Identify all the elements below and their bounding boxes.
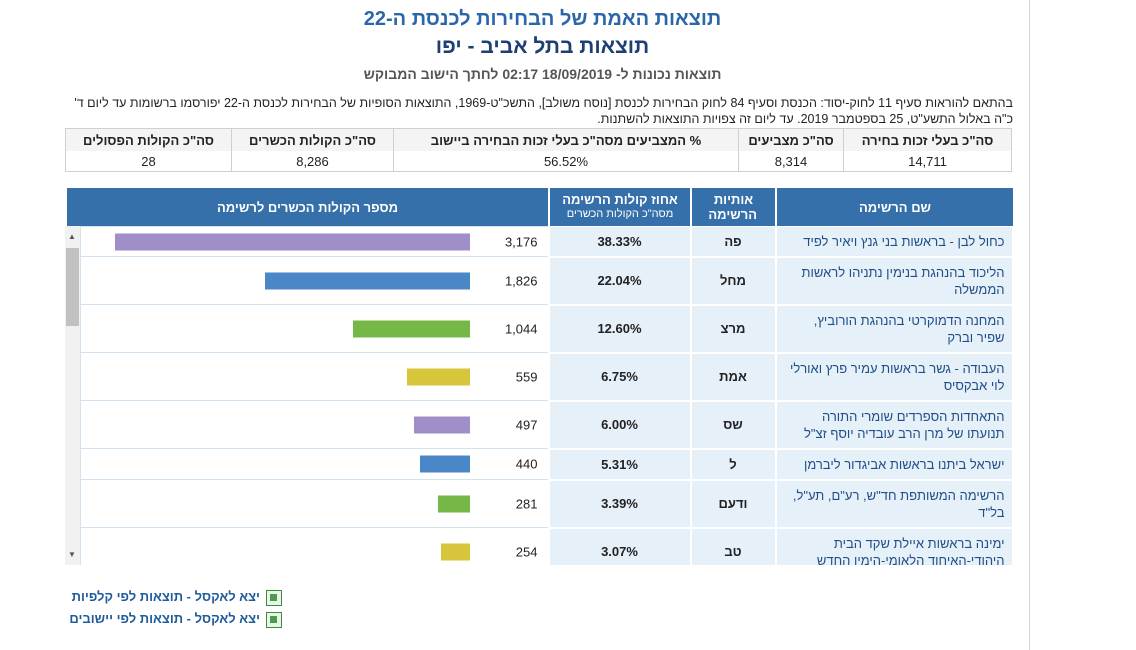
votes-cell: 1,826 xyxy=(80,256,549,305)
scrollbar-thumb[interactable] xyxy=(66,248,79,326)
votes-bar xyxy=(438,495,470,512)
list-letters: שס xyxy=(689,400,776,450)
votes-label: 3,176 xyxy=(504,234,538,249)
list-percent: 6.75% xyxy=(547,352,691,402)
list-name: המחנה הדמוקרטי בהנהגת הורוביץ, שפיר וברק xyxy=(774,304,1012,354)
votes-bar xyxy=(420,455,470,473)
scroll-down[interactable]: ▼ xyxy=(68,550,76,559)
list-name: הליכוד בהנהגת בנימין נתניהו לראשות הממשל… xyxy=(774,256,1012,306)
list-percent: 12.60% xyxy=(547,304,691,354)
results-body[interactable]: כחול לבן - בראשות בני גנץ ויאיר לפיד פה 38… xyxy=(80,226,1012,565)
votes-bar xyxy=(352,320,470,337)
list-letters: אמת xyxy=(689,352,776,402)
results-header: שם הרשימה אותיות הרשימה אחוז קולות הרשימ… xyxy=(65,188,1013,226)
summary-value: 28 xyxy=(65,151,232,172)
list-name: העבודה - גשר בראשות עמיר פרץ ואורלי לוי … xyxy=(774,352,1012,402)
summary-header: סה"כ הקולות הפסולים xyxy=(65,128,232,151)
votes-cell: 1,044 xyxy=(80,304,549,353)
list-name: כחול לבן - בראשות בני גנץ ויאיר לפיד xyxy=(774,226,1012,258)
header-percent-main: אחוז קולות הרשימה xyxy=(562,192,678,207)
excel-icon xyxy=(266,589,282,606)
votes-cell: 497 xyxy=(80,400,549,449)
votes-bar xyxy=(441,543,470,560)
header: תוצאות האמת של הבחירות לכנסת ה-22 תוצאות… xyxy=(55,6,1030,87)
list-percent: 38.33% xyxy=(547,226,691,258)
summary-value: 8,286 xyxy=(231,151,394,172)
votes-label: 281 xyxy=(515,496,538,511)
list-percent: 5.31% xyxy=(547,448,691,481)
votes-cell: 3,176 xyxy=(80,226,549,257)
list-name: ישראל ביתנו בראשות אביגדור ליברמן xyxy=(774,448,1012,481)
votes-label: 559 xyxy=(515,369,538,384)
result-row: התאחדות הספרדים שומרי התורה תנועתו של מר… xyxy=(80,400,1012,450)
votes-bar xyxy=(114,233,470,250)
summary-header: סה"כ מצביעים xyxy=(738,128,844,151)
header-name: שם הרשימה xyxy=(775,188,1013,226)
frame-line xyxy=(1029,0,1030,650)
summary-header: סה"כ בעלי זכות בחירה xyxy=(843,128,1012,151)
header-percent: אחוז קולות הרשימה מסה"כ הקולות הכשרים xyxy=(548,188,691,226)
list-percent: 6.00% xyxy=(547,400,691,450)
list-letters: טב xyxy=(689,527,776,565)
list-percent: 3.07% xyxy=(547,527,691,565)
votes-label: 1,044 xyxy=(504,321,538,336)
votes-bar xyxy=(413,416,470,433)
votes-label: 497 xyxy=(515,417,538,432)
votes-label: 254 xyxy=(515,544,538,559)
link-text[interactable]: יצא לאקסל - תוצאות לפי יישובים xyxy=(69,611,260,626)
list-letters: מחל xyxy=(689,256,776,306)
votes-cell: 281 xyxy=(80,479,549,528)
votes-bar xyxy=(265,272,470,289)
list-letters: פה xyxy=(689,226,776,258)
result-row: ישראל ביתנו בראשות אביגדור ליברמן ל 5.31% 4… xyxy=(80,448,1012,481)
list-letters: ל xyxy=(689,448,776,481)
excel-link[interactable]: יצא לאקסל - תוצאות לפי קלפיות xyxy=(66,589,282,606)
summary-table: סה"כ בעלי זכות בחירה סה"כ מצביעים% המצביע… xyxy=(65,128,1012,172)
list-name: הרשימה המשותפת חד"ש, רע"ם, תע"ל, בל"ד xyxy=(774,479,1012,529)
votes-bar xyxy=(407,368,470,385)
list-name: ימינה בראשות איילת שקד הבית היהודי-האיחו… xyxy=(774,527,1012,565)
result-row: כחול לבן - בראשות בני גנץ ויאיר לפיד פה 38… xyxy=(80,226,1012,258)
votes-cell: 440 xyxy=(80,448,549,480)
header-letters: אותיות הרשימה xyxy=(690,188,776,226)
votes-cell: 559 xyxy=(80,352,549,401)
link-text[interactable]: יצא לאקסל - תוצאות לפי קלפיות xyxy=(71,589,260,604)
note: בהתאם להוראות סעיף 11 לחוק-יסוד: הכנסת ו… xyxy=(74,96,1013,126)
summary-value: 14,711 xyxy=(843,151,1012,172)
excel-link[interactable]: יצא לאקסל - תוצאות לפי יישובים xyxy=(66,611,282,628)
header-votes: מספר הקולות הכשרים לרשימה xyxy=(65,188,549,226)
updated: תוצאות נכונות ל- 18/09/2019 02:17 לחתך ה… xyxy=(363,66,722,82)
summary-value: 56.52% xyxy=(393,151,739,172)
scroll-up[interactable]: ▲ xyxy=(68,232,76,241)
votes-cell: 254 xyxy=(80,527,549,565)
list-letters: מרצ xyxy=(689,304,776,354)
excel-icon xyxy=(266,611,282,628)
votes-label: 440 xyxy=(515,456,538,472)
summary-header: % המצביעים מסה"כ בעלי זכות הבחירה ביישוב xyxy=(393,128,739,151)
header-percent-sub: מסה"כ הקולות הכשרים xyxy=(566,208,674,220)
subtitle: תוצאות בתל אביב - יפו xyxy=(435,35,650,58)
summary-value: 8,314 xyxy=(738,151,844,172)
result-row: הליכוד בהנהגת בנימין נתניהו לראשות הממשל… xyxy=(80,256,1012,306)
list-letters: ודעם xyxy=(689,479,776,529)
result-row: ימינה בראשות איילת שקד הבית היהודי-האיחו… xyxy=(80,527,1012,565)
list-percent: 22.04% xyxy=(547,256,691,306)
list-percent: 3.39% xyxy=(547,479,691,529)
votes-label: 1,826 xyxy=(504,273,538,288)
results-table: כחול לבן - בראשות בני גנץ ויאיר לפיד פה 38… xyxy=(80,226,1012,565)
result-row: המחנה הדמוקרטי בהנהגת הורוביץ, שפיר וברק… xyxy=(80,304,1012,354)
title: תוצאות האמת של הבחירות לכנסת ה-22 xyxy=(363,8,722,30)
summary-value-row: 14,711 8,314 56.52% 8,286 28 xyxy=(65,151,1012,172)
result-row: הרשימה המשותפת חד"ש, רע"ם, תע"ל, בל"ד ודע… xyxy=(80,479,1012,529)
summary-header: סה"כ הקולות הכשרים xyxy=(231,128,394,151)
summary-header-row: סה"כ בעלי זכות בחירה סה"כ מצביעים% המצביע… xyxy=(65,128,1012,151)
list-name: התאחדות הספרדים שומרי התורה תנועתו של מר… xyxy=(774,400,1012,450)
result-row: העבודה - גשר בראשות עמיר פרץ ואורלי לוי … xyxy=(80,352,1012,402)
